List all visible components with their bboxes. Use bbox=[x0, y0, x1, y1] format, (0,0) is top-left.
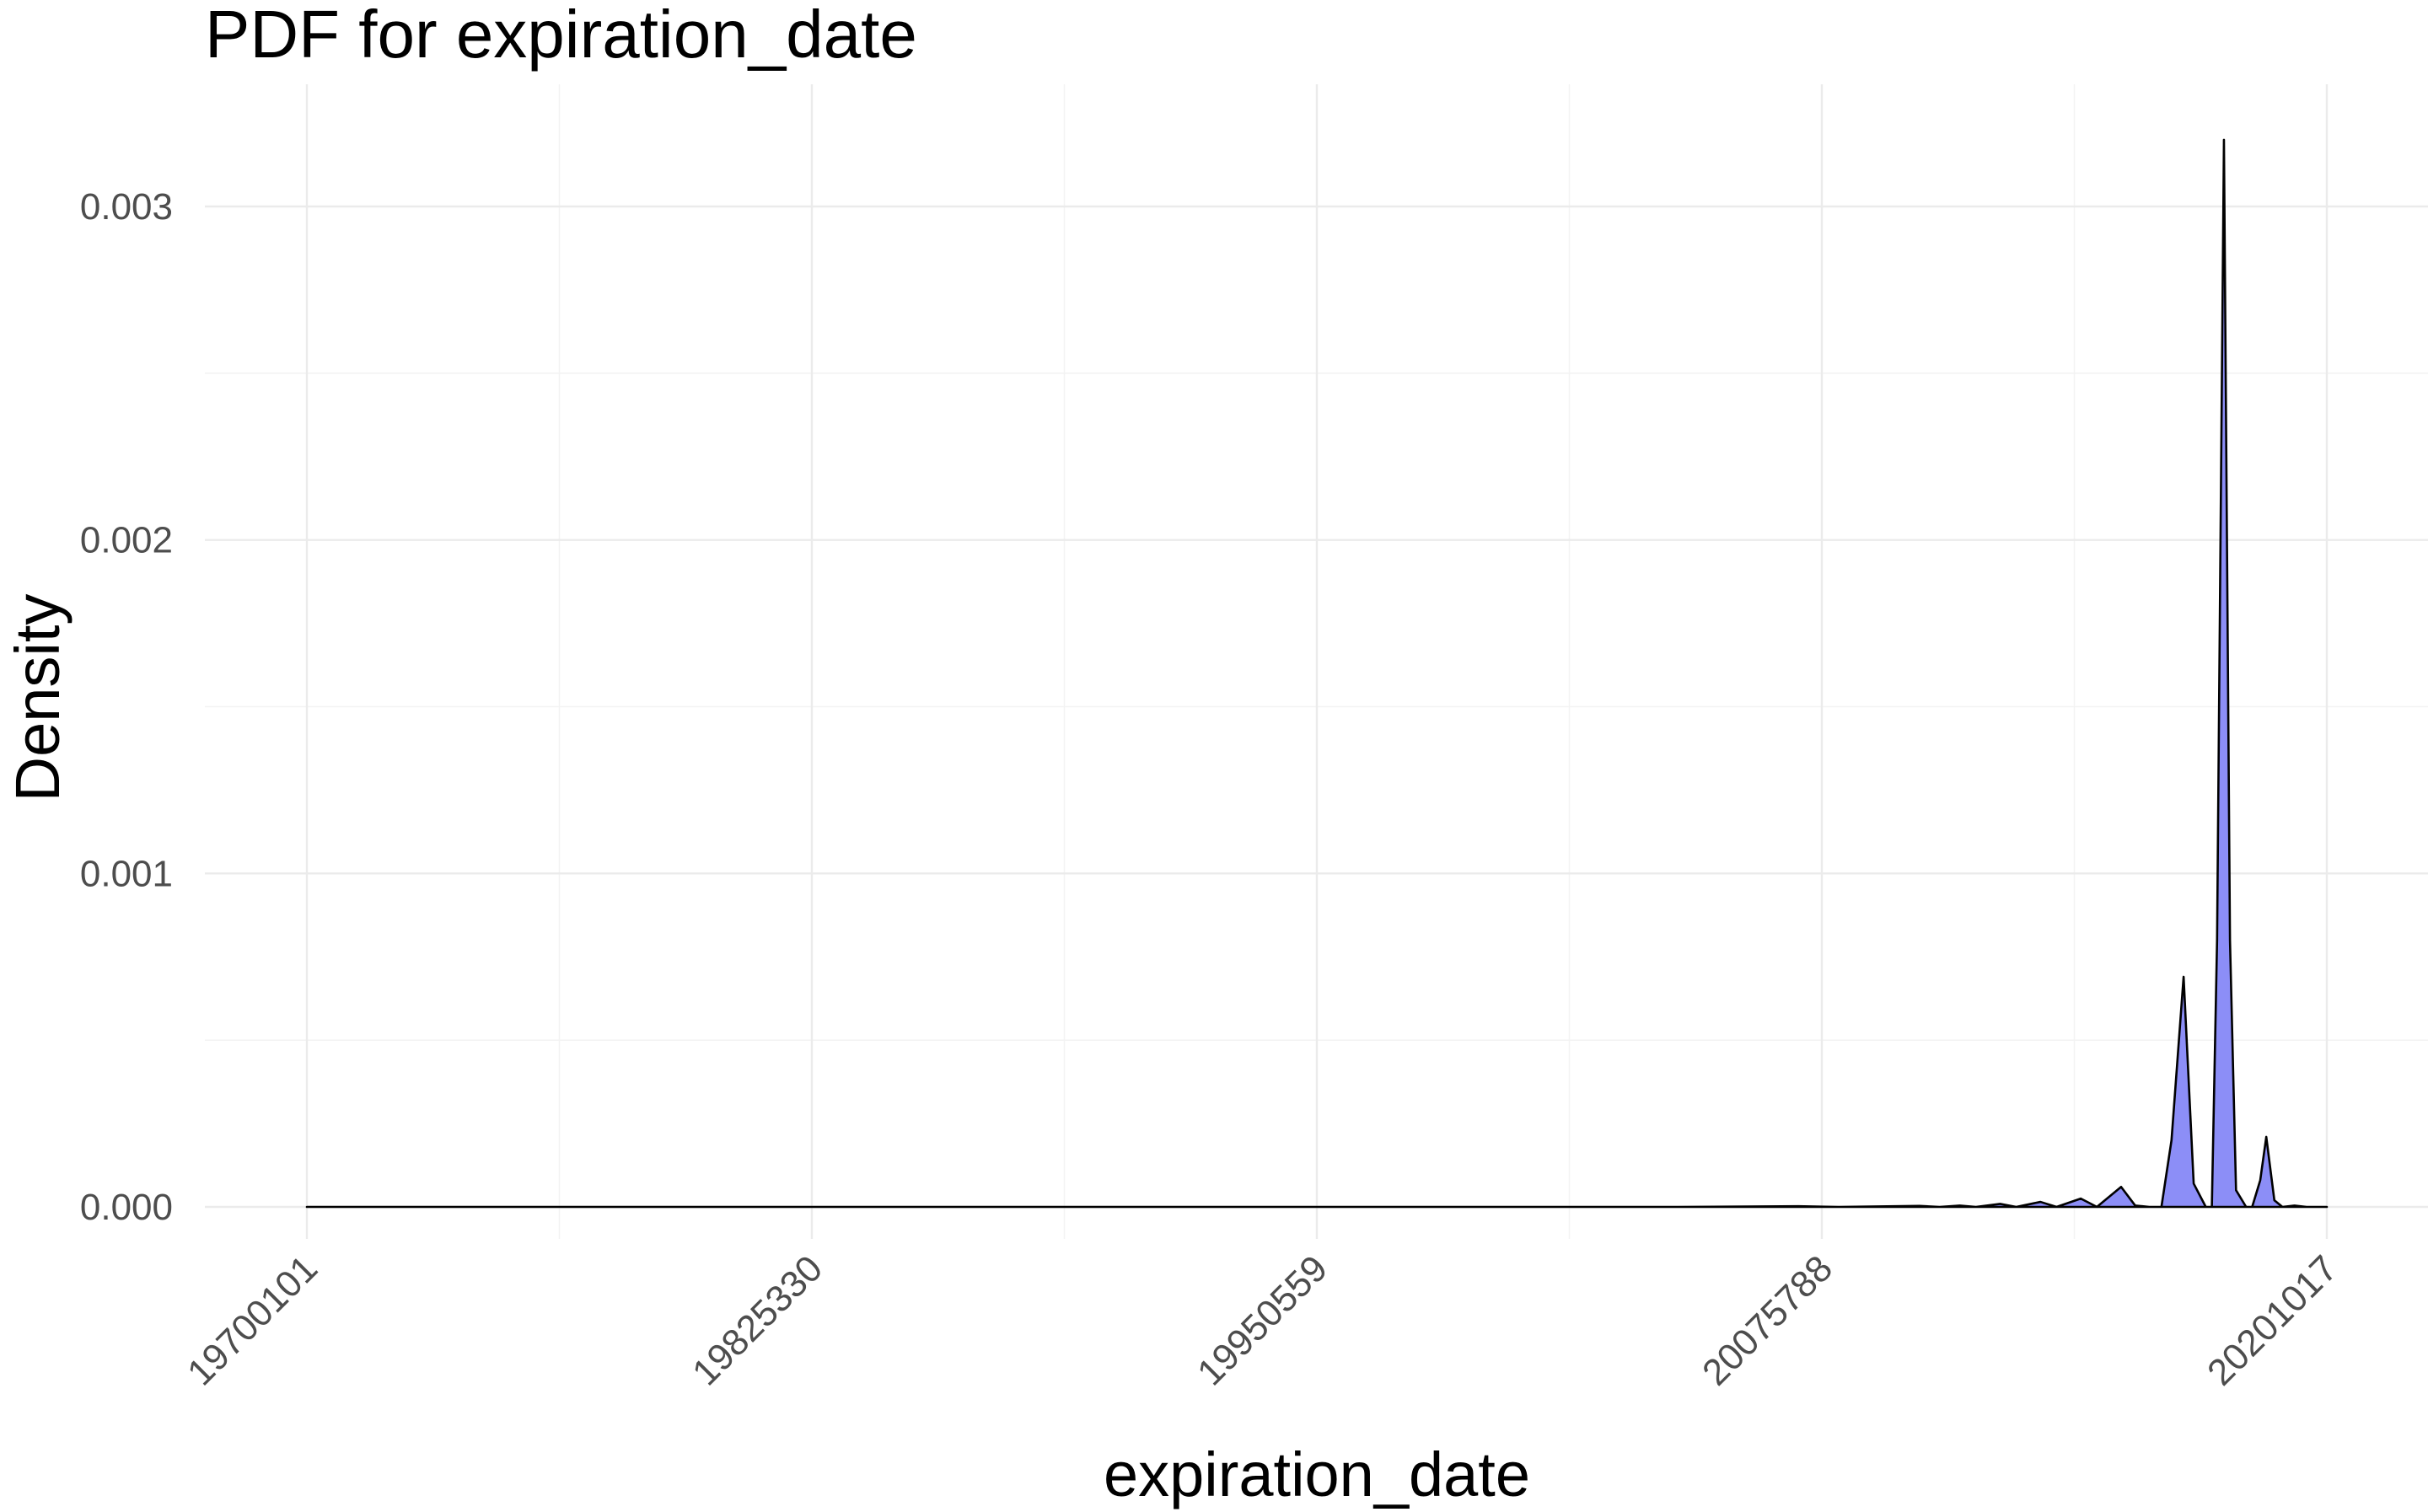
density-series bbox=[305, 138, 2329, 1209]
x-tick-label: 19700101 bbox=[180, 1247, 325, 1393]
y-tick-label: 0.003 bbox=[80, 186, 173, 228]
y-tick-label: 0.000 bbox=[80, 1187, 173, 1228]
x-tick-label: 20201017 bbox=[2200, 1247, 2345, 1393]
density-area bbox=[305, 138, 2329, 1209]
x-tick-label: 19950559 bbox=[1190, 1247, 1335, 1393]
chart-title: PDF for expiration_date bbox=[205, 0, 917, 72]
y-tick-label: 0.001 bbox=[80, 853, 173, 894]
y-tick-label: 0.002 bbox=[80, 520, 173, 561]
x-tick-label: 20075788 bbox=[1695, 1247, 1840, 1393]
x-axis-title: expiration_date bbox=[1104, 1440, 1530, 1509]
y-axis-title: Density bbox=[3, 594, 73, 802]
x-tick-label: 19825330 bbox=[685, 1247, 830, 1393]
x-axis-ticks: 19700101 19825330 19950559 20075788 20201017 bbox=[180, 1247, 2345, 1393]
grid-layer bbox=[205, 84, 2428, 1239]
y-axis-ticks: 0.000 0.001 0.002 0.003 bbox=[80, 186, 173, 1228]
